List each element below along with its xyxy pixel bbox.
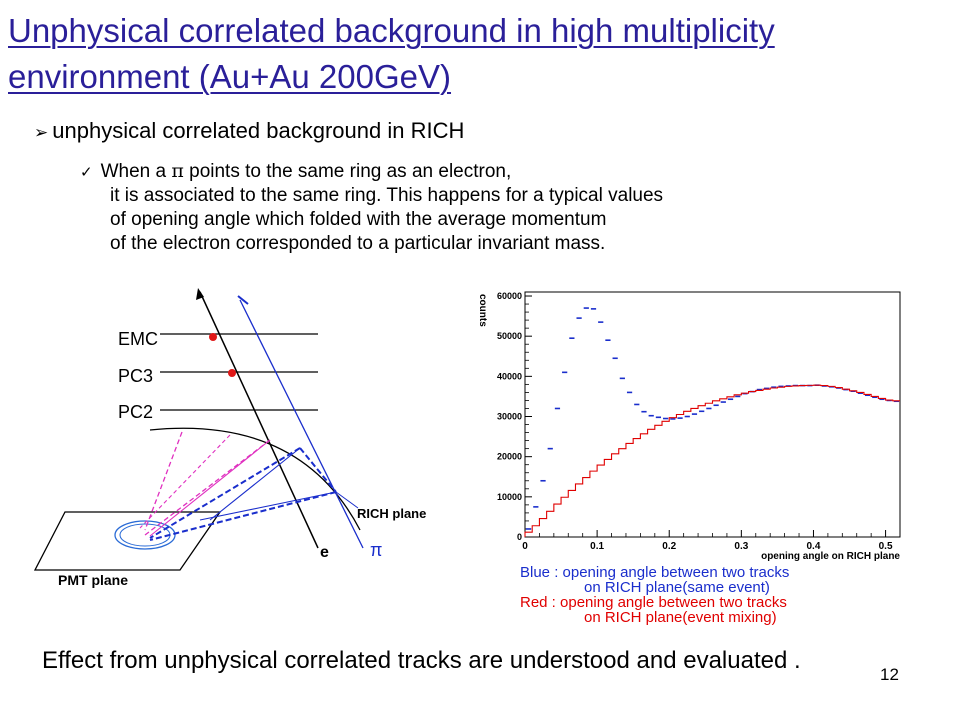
pion-track xyxy=(239,299,364,549)
pi-symbol: π xyxy=(171,160,184,182)
legend-blue-line-1: Blue : opening angle between two tracks xyxy=(520,564,790,581)
main-bullet-text: unphysical correlated background in RICH xyxy=(52,118,465,143)
pc3-hit xyxy=(228,369,236,377)
arrow-bullet-icon: ➢ xyxy=(34,123,49,143)
page-title: Unphysical correlated background in high… xyxy=(8,12,775,95)
chart-legend: Blue : opening angle between two tracks … xyxy=(520,565,789,625)
pion-reflection-3 xyxy=(149,491,337,541)
detector-diagram: EMC PC3 PC2 PMT plane e π RICH plane xyxy=(33,288,426,588)
pmt-plane-label: PMT plane xyxy=(58,572,128,588)
checkmark-icon: ✓ xyxy=(80,163,93,181)
x-tick-label: 0.1 xyxy=(590,541,604,552)
electron-reflection-3 xyxy=(149,439,271,537)
main-bullet: ➢ unphysical correlated background in RIC… xyxy=(34,118,464,144)
electron-reflection-2 xyxy=(144,431,183,531)
series-event-mixing-line xyxy=(524,384,900,537)
ring-inner xyxy=(119,523,171,547)
pc2-label: PC2 xyxy=(118,402,153,422)
y-tick-label: 50000 xyxy=(497,331,522,341)
pion-reflection-2 xyxy=(209,447,301,521)
y-tick-label: 0 xyxy=(517,532,522,542)
electron-reflection-1 xyxy=(144,439,271,536)
sub-bullet-line-4: of the electron corresponded to a partic… xyxy=(110,233,606,254)
y-tick-label: 60000 xyxy=(497,291,522,301)
electron-arrowhead xyxy=(196,288,204,300)
sub-bullet-line-2: it is associated to the same ring. This … xyxy=(110,185,664,206)
pion-reflection-1 xyxy=(149,447,301,539)
y-tick-label: 20000 xyxy=(497,452,522,462)
sub-bullet-text-a: When a xyxy=(100,161,172,182)
legend-red-line-2: on RICH plane(event mixing) xyxy=(584,609,777,626)
y-tick-label: 10000 xyxy=(497,492,522,502)
electron-track xyxy=(199,291,319,549)
legend-blue-line-2: on RICH plane(same event) xyxy=(584,579,770,596)
rich-mirror-arc xyxy=(149,427,361,531)
pmt-plane xyxy=(33,511,222,571)
emc-label: EMC xyxy=(118,329,158,349)
sub-bullet-line-1: ✓ When a π points to the same ring as an … xyxy=(80,160,663,184)
plot-frame xyxy=(524,291,901,538)
sub-bullet: ✓ When a π points to the same ring as an … xyxy=(80,160,663,256)
rich-plane-label: RICH plane xyxy=(357,506,426,521)
x-axis-label: opening angle on RICH plane xyxy=(761,551,900,562)
ring-outer xyxy=(114,520,176,550)
x-tick-label: 0 xyxy=(522,541,528,552)
x-tick-label: 0.4 xyxy=(807,541,821,552)
pc3-label: PC3 xyxy=(118,366,153,386)
y-axis-label: counts xyxy=(477,294,488,327)
pion-label: π xyxy=(370,540,382,560)
rich-plane-pointer xyxy=(335,491,359,509)
page-number: 12 xyxy=(880,665,899,684)
emc-hit xyxy=(209,333,217,341)
legend-red-line-1: Red : opening angle between two tracks xyxy=(520,594,787,611)
y-tick-label: 30000 xyxy=(497,412,522,422)
opening-angle-chart: 0 10000 20000 30000 40000 50000 60000 0 0.1 0.2 0.… xyxy=(477,291,901,562)
electron-reflection-4 xyxy=(139,434,231,529)
sub-bullet-text-b: points to the same ring as an electron, xyxy=(183,161,512,182)
x-tick-label: 0.2 xyxy=(662,541,676,552)
rich-plane-segment xyxy=(299,447,337,493)
y-tick-label: 40000 xyxy=(497,371,522,381)
electron-label: e xyxy=(320,544,329,561)
pion-reflection-4 xyxy=(199,491,337,521)
x-tick-label: 0.3 xyxy=(734,541,748,552)
conclusion-text: Effect from unphysical correlated tracks… xyxy=(42,647,801,674)
sub-bullet-line-3: of opening angle which folded with the a… xyxy=(110,209,607,230)
pion-arrowhead xyxy=(237,295,249,305)
x-tick-label: 0.5 xyxy=(879,541,893,552)
